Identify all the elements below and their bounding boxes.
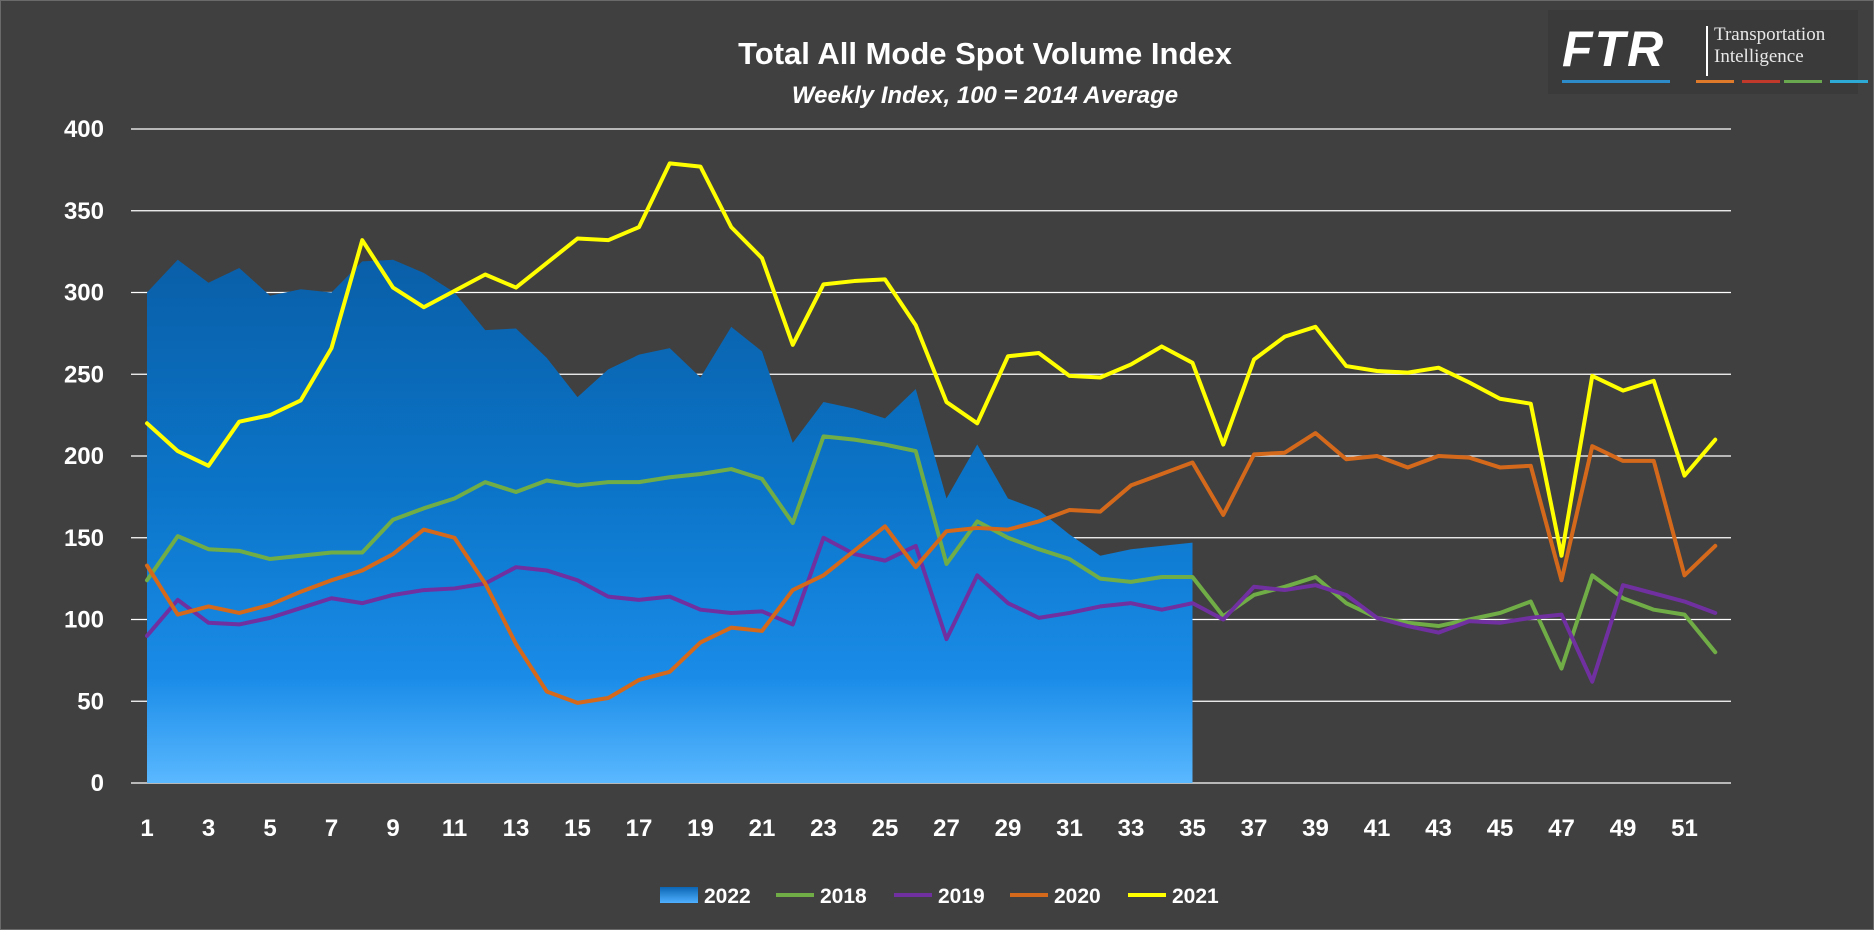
x-tick-label: 21 bbox=[749, 815, 776, 842]
y-tick-label: 150 bbox=[64, 525, 104, 552]
logo-tagline-line2: Intelligence bbox=[1714, 46, 1804, 67]
x-tick-label: 39 bbox=[1302, 815, 1329, 842]
series-2022-area bbox=[147, 259, 1193, 783]
y-tick-label: 50 bbox=[77, 688, 104, 715]
series-2021-line bbox=[145, 161, 1718, 558]
legend-label-2018: 2018 bbox=[820, 885, 867, 908]
logo-stripe bbox=[1784, 80, 1822, 83]
x-tick-label: 45 bbox=[1487, 815, 1514, 842]
x-tick-label: 29 bbox=[995, 815, 1022, 842]
logo-tagline: Transportation Intelligence bbox=[1714, 24, 1825, 68]
x-tick-label: 13 bbox=[503, 815, 530, 842]
logo-tagline-line1: Transportation bbox=[1714, 24, 1826, 45]
logo-stripe bbox=[1830, 80, 1868, 83]
x-tick-label: 35 bbox=[1179, 815, 1206, 842]
series-2019-line bbox=[145, 535, 1718, 684]
logo-color-stripes bbox=[1562, 80, 1868, 84]
x-tick-label: 7 bbox=[325, 815, 338, 842]
x-tick-label: 51 bbox=[1671, 815, 1698, 842]
ftr-logo: FTR Transportation Intelligence bbox=[1548, 10, 1868, 94]
logo-stripe bbox=[1742, 80, 1780, 83]
x-tick-label: 15 bbox=[564, 815, 591, 842]
series-2020-line bbox=[145, 431, 1718, 705]
x-tick-label: 31 bbox=[1056, 815, 1083, 842]
x-tick-label: 11 bbox=[442, 815, 467, 842]
x-tick-label: 17 bbox=[626, 815, 653, 842]
y-tick-label: 100 bbox=[64, 607, 104, 634]
logo-stripe bbox=[1562, 80, 1670, 83]
logo-separator bbox=[1706, 26, 1708, 76]
legend-swatch-2022 bbox=[660, 887, 698, 903]
y-tick-label: 250 bbox=[64, 361, 104, 388]
x-tick-label: 27 bbox=[933, 815, 960, 842]
x-tick-label: 41 bbox=[1364, 815, 1391, 842]
x-tick-label: 43 bbox=[1425, 815, 1452, 842]
chart-subtitle: Weekly Index, 100 = 2014 Average bbox=[792, 82, 1178, 109]
x-tick-label: 23 bbox=[810, 815, 837, 842]
x-tick-label: 1 bbox=[140, 815, 153, 842]
legend-label-2019: 2019 bbox=[938, 885, 985, 908]
x-tick-label: 49 bbox=[1610, 815, 1637, 842]
x-tick-label: 3 bbox=[202, 815, 215, 842]
legend-label-2022: 2022 bbox=[704, 885, 751, 908]
y-tick-label: 0 bbox=[91, 770, 104, 797]
x-tick-label: 9 bbox=[386, 815, 399, 842]
chart-title: Total All Mode Spot Volume Index bbox=[738, 36, 1232, 71]
x-tick-label: 19 bbox=[687, 815, 714, 842]
y-tick-label: 300 bbox=[64, 280, 104, 307]
x-tick-label: 47 bbox=[1548, 815, 1575, 842]
series-2018-line bbox=[145, 434, 1718, 671]
legend-label-2020: 2020 bbox=[1054, 885, 1101, 908]
logo-stripe bbox=[1696, 80, 1734, 83]
y-tick-label: 200 bbox=[64, 443, 104, 470]
y-tick-label: 350 bbox=[64, 198, 104, 225]
logo-brand: FTR bbox=[1562, 21, 1666, 77]
x-tick-label: 37 bbox=[1241, 815, 1268, 842]
y-tick-label: 400 bbox=[64, 116, 104, 143]
x-tick-label: 25 bbox=[872, 815, 899, 842]
x-tick-label: 5 bbox=[263, 815, 276, 842]
legend-label-2021: 2021 bbox=[1172, 885, 1219, 908]
x-tick-label: 33 bbox=[1118, 815, 1145, 842]
